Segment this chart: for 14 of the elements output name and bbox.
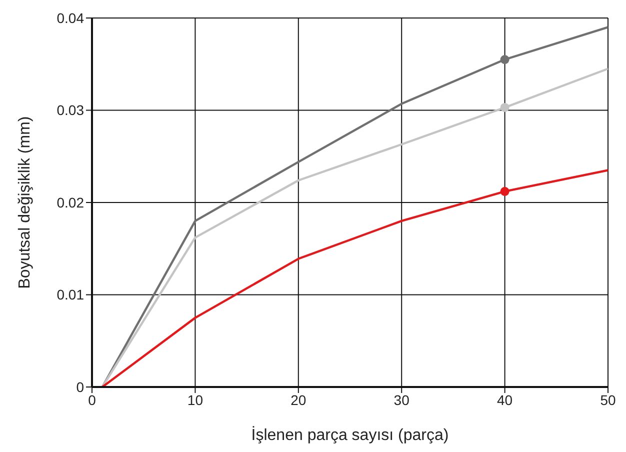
- x-axis-title: İşlenen parça sayısı (parça): [251, 426, 449, 444]
- y-tick-label: 0.01: [56, 286, 84, 303]
- x-tick-label: 50: [600, 392, 616, 408]
- y-tick-label: 0: [76, 378, 84, 395]
- y-axis-title: Boyutsal değişiklik (mm): [16, 116, 34, 289]
- x-tick-label: 10: [187, 392, 204, 408]
- line-series: [101, 169, 608, 387]
- x-tick-label: 0: [88, 392, 96, 408]
- y-tick-label: 0.02: [56, 194, 84, 210]
- x-tick-label: 40: [497, 392, 513, 408]
- y-tick-label: 0.04: [56, 10, 84, 26]
- x-tick-label: 20: [290, 392, 306, 408]
- x-tick-label: 30: [394, 392, 410, 408]
- y-tick-label: 0.03: [56, 102, 84, 118]
